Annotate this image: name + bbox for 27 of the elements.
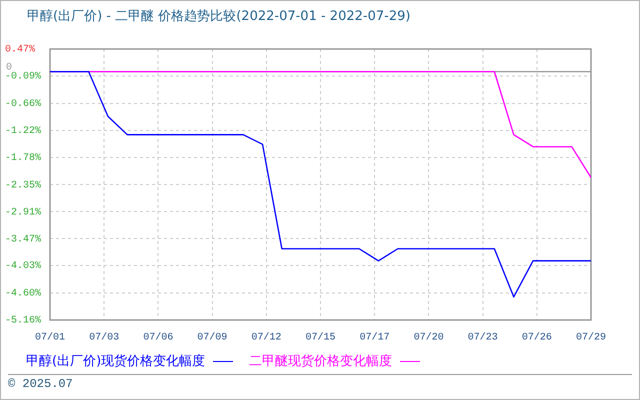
x-tick-label: 07/23 xyxy=(468,332,498,344)
ref-line-label: 0 xyxy=(6,62,12,74)
y-tick-label: -4.03% xyxy=(5,261,42,272)
x-tick-label: 07/29 xyxy=(576,332,606,344)
y-tick-label: -0.09% xyxy=(5,72,42,83)
legend-label: 甲醇(出厂价)现货价格变化幅度 xyxy=(26,353,206,370)
chart-title: 甲醇(出厂价) - 二甲醚 价格趋势比较(2022-07-01 - 2022-07-29) xyxy=(27,8,410,25)
x-tick-label: 07/03 xyxy=(89,332,120,344)
x-tick-label: 07/26 xyxy=(522,332,552,344)
y-tick-label: -5.16% xyxy=(5,316,42,327)
x-tick-label: 07/20 xyxy=(414,332,444,344)
x-tick-label: 07/09 xyxy=(197,332,228,344)
x-tick-label: 07/17 xyxy=(360,332,390,344)
y-tick-label: 0.47% xyxy=(5,44,36,56)
y-tick-label: -0.66% xyxy=(5,99,42,110)
y-tick-label: -1.22% xyxy=(5,126,42,137)
legend-label: 二甲醚现货价格变化幅度 xyxy=(249,353,392,370)
y-tick-label: -3.47% xyxy=(5,234,42,246)
y-tick-label: -4.60% xyxy=(5,288,42,300)
x-tick-label: 07/06 xyxy=(143,332,174,344)
x-tick-label: 07/01 xyxy=(34,332,66,344)
y-tick-label: -2.35% xyxy=(5,180,42,192)
x-tick-label: 07/12 xyxy=(251,332,282,344)
y-tick-label: -1.78% xyxy=(5,152,42,164)
text: © 2025.07 xyxy=(8,377,73,391)
x-tick-label: 07/15 xyxy=(305,332,336,344)
y-tick-label: -2.91% xyxy=(5,207,42,218)
